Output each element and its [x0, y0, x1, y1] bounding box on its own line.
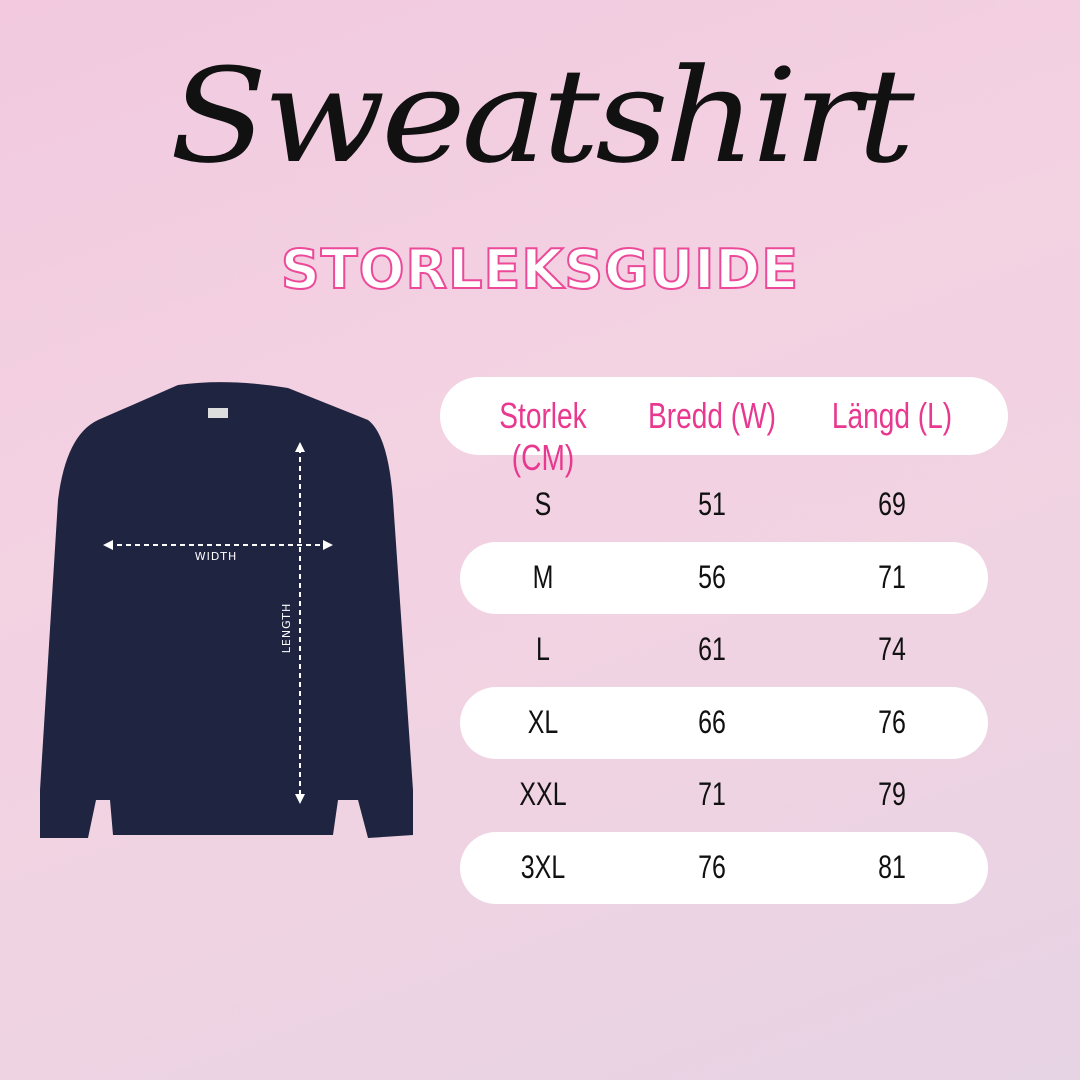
cell-width: 71 — [698, 776, 726, 812]
cell-size: S — [534, 486, 552, 522]
table-row-highlight — [460, 831, 988, 904]
cell-length: 81 — [878, 848, 906, 885]
header-size: Storlek (CM) — [499, 395, 587, 478]
cell-width: 61 — [698, 631, 726, 667]
cell-size: 3XL — [520, 848, 566, 885]
sweatshirt-label — [208, 408, 228, 418]
cell-length: 76 — [878, 703, 906, 740]
cell-size: L — [536, 631, 550, 667]
sweatshirt-diagram: WIDTH LENGTH — [40, 382, 413, 838]
width-label: WIDTH — [195, 550, 238, 563]
cell-length: 71 — [878, 558, 906, 595]
cell-length: 69 — [878, 486, 906, 522]
cell-size: M — [532, 558, 554, 595]
title: Sweatshirt — [169, 40, 915, 192]
table-row-highlight — [460, 541, 988, 614]
subtitle: STORLEKSGUIDE — [280, 237, 800, 302]
cell-width: 66 — [698, 703, 726, 740]
cell-length: 74 — [878, 631, 906, 667]
sweatshirt-body — [40, 382, 413, 838]
table-row-highlight — [460, 686, 988, 759]
cell-size: XL — [527, 703, 559, 740]
table-header — [440, 377, 1008, 455]
header-length: Längd (L) — [831, 395, 953, 436]
header-width: Bredd (W) — [648, 395, 776, 436]
cell-width: 51 — [698, 486, 726, 522]
cell-width: 56 — [698, 558, 726, 595]
cell-length: 79 — [878, 776, 906, 812]
cell-size: XXL — [519, 776, 567, 812]
length-label: LENGTH — [280, 603, 293, 653]
cell-width: 76 — [698, 848, 726, 885]
